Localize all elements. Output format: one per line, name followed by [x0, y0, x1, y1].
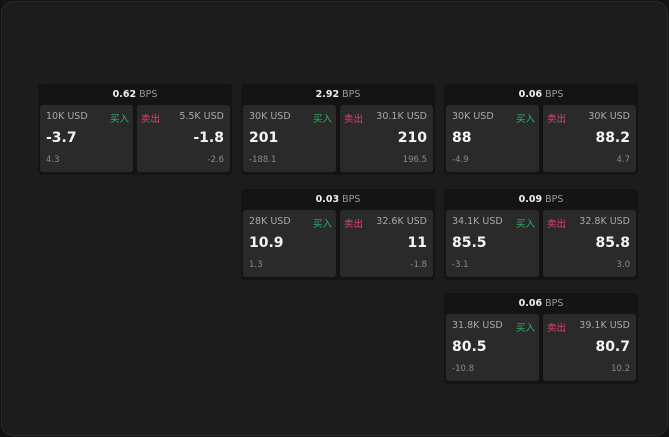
sell-cell[interactable]: 30.1K USD 卖出 210 196.5 [340, 105, 433, 172]
spread-value: 0.06 [518, 89, 543, 100]
buy-change: -3.1 [452, 260, 469, 270]
spread-header: 0.06 BPS [444, 293, 638, 314]
spread-value: 2.92 [315, 89, 340, 100]
quote-cells: 28K USD 买入 10.9 1.3 32.6K USD 卖出 11 -1.8 [241, 210, 435, 277]
spread-unit: BPS [545, 89, 564, 100]
spread-header: 0.09 BPS [444, 189, 638, 210]
spread-unit: BPS [342, 194, 361, 205]
sell-label: 卖出 [344, 219, 364, 230]
sell-price: 88.2 [595, 130, 630, 146]
spread-unit: BPS [342, 89, 361, 100]
sell-price: 11 [407, 235, 427, 251]
sell-change: -2.6 [207, 155, 224, 165]
spread-header: 0.06 BPS [444, 84, 638, 105]
buy-cell[interactable]: 34.1K USD 买入 85.5 -3.1 [446, 210, 539, 277]
quote-panel: 0.62 BPS 10K USD 买入 -3.7 4.3 5.5K USD 卖出… [38, 84, 232, 175]
sell-size: 32.6K USD [376, 216, 427, 227]
sell-size: 30.1K USD [376, 111, 427, 122]
quote-panel: 0.06 BPS 30K USD 买入 88 -4.9 30K USD 卖出 8… [444, 84, 638, 175]
sell-price: 85.8 [595, 235, 630, 251]
buy-change: -10.8 [452, 364, 474, 374]
buy-label: 买入 [515, 219, 535, 230]
buy-size: 30K USD [452, 111, 494, 122]
spread-unit: BPS [545, 298, 564, 309]
buy-change: -4.9 [452, 155, 469, 165]
buy-size: 31.8K USD [452, 320, 503, 331]
buy-price: 201 [249, 130, 279, 146]
sell-label: 卖出 [344, 114, 364, 125]
spread-value: 0.03 [315, 194, 340, 205]
sell-size: 39.1K USD [579, 320, 630, 331]
buy-size: 28K USD [249, 216, 291, 227]
buy-price: 85.5 [452, 235, 487, 251]
sell-size: 30K USD [588, 111, 630, 122]
sell-price: 210 [397, 130, 427, 146]
buy-cell[interactable]: 31.8K USD 买入 80.5 -10.8 [446, 314, 539, 381]
buy-price: -3.7 [46, 130, 77, 146]
sell-cell[interactable]: 39.1K USD 卖出 80.7 10.2 [543, 314, 636, 381]
sell-label: 卖出 [547, 323, 567, 334]
buy-size: 34.1K USD [452, 216, 503, 227]
buy-cell[interactable]: 10K USD 买入 -3.7 4.3 [40, 105, 133, 172]
buy-cell[interactable]: 30K USD 买入 201 -188.1 [243, 105, 336, 172]
buy-price: 10.9 [249, 235, 284, 251]
sell-change: -1.8 [410, 260, 427, 270]
buy-label: 买入 [312, 114, 332, 125]
spread-unit: BPS [139, 89, 158, 100]
buy-change: -188.1 [249, 155, 277, 165]
sell-label: 卖出 [547, 219, 567, 230]
spread-header: 0.62 BPS [38, 84, 232, 105]
sell-change: 196.5 [402, 155, 427, 165]
sell-price: -1.8 [193, 130, 224, 146]
buy-label: 买入 [515, 323, 535, 334]
buy-change: 4.3 [46, 155, 60, 165]
sell-size: 32.8K USD [579, 216, 630, 227]
buy-change: 1.3 [249, 260, 263, 270]
buy-price: 80.5 [452, 339, 487, 355]
quote-panel: 0.06 BPS 31.8K USD 买入 80.5 -10.8 39.1K U… [444, 293, 638, 384]
quote-panel: 0.03 BPS 28K USD 买入 10.9 1.3 32.6K USD 卖… [241, 189, 435, 280]
buy-cell[interactable]: 28K USD 买入 10.9 1.3 [243, 210, 336, 277]
sell-cell[interactable]: 5.5K USD 卖出 -1.8 -2.6 [137, 105, 230, 172]
sell-size: 5.5K USD [179, 111, 224, 122]
spread-unit: BPS [545, 194, 564, 205]
sell-change: 3.0 [616, 260, 630, 270]
sell-label: 卖出 [141, 114, 161, 125]
buy-label: 买入 [109, 114, 129, 125]
spread-value: 0.62 [112, 89, 137, 100]
buy-size: 30K USD [249, 111, 291, 122]
quote-cells: 31.8K USD 买入 80.5 -10.8 39.1K USD 卖出 80.… [444, 314, 638, 381]
quote-cells: 34.1K USD 买入 85.5 -3.1 32.8K USD 卖出 85.8… [444, 210, 638, 277]
buy-price: 88 [452, 130, 472, 146]
buy-label: 买入 [312, 219, 332, 230]
buy-size: 10K USD [46, 111, 88, 122]
quote-panel: 0.09 BPS 34.1K USD 买入 85.5 -3.1 32.8K US… [444, 189, 638, 280]
quote-panel: 2.92 BPS 30K USD 买入 201 -188.1 30.1K USD… [241, 84, 435, 175]
spread-header: 0.03 BPS [241, 189, 435, 210]
spread-value: 0.09 [518, 194, 543, 205]
quote-cells: 30K USD 买入 88 -4.9 30K USD 卖出 88.2 4.7 [444, 105, 638, 172]
quote-cells: 30K USD 买入 201 -188.1 30.1K USD 卖出 210 1… [241, 105, 435, 172]
sell-cell[interactable]: 30K USD 卖出 88.2 4.7 [543, 105, 636, 172]
spread-value: 0.06 [518, 298, 543, 309]
quote-cells: 10K USD 买入 -3.7 4.3 5.5K USD 卖出 -1.8 -2.… [38, 105, 232, 172]
buy-label: 买入 [515, 114, 535, 125]
sell-cell[interactable]: 32.8K USD 卖出 85.8 3.0 [543, 210, 636, 277]
buy-cell[interactable]: 30K USD 买入 88 -4.9 [446, 105, 539, 172]
sell-label: 卖出 [547, 114, 567, 125]
sell-change: 4.7 [616, 155, 630, 165]
sell-cell[interactable]: 32.6K USD 卖出 11 -1.8 [340, 210, 433, 277]
sell-change: 10.2 [611, 364, 630, 374]
sell-price: 80.7 [595, 339, 630, 355]
spread-header: 2.92 BPS [241, 84, 435, 105]
